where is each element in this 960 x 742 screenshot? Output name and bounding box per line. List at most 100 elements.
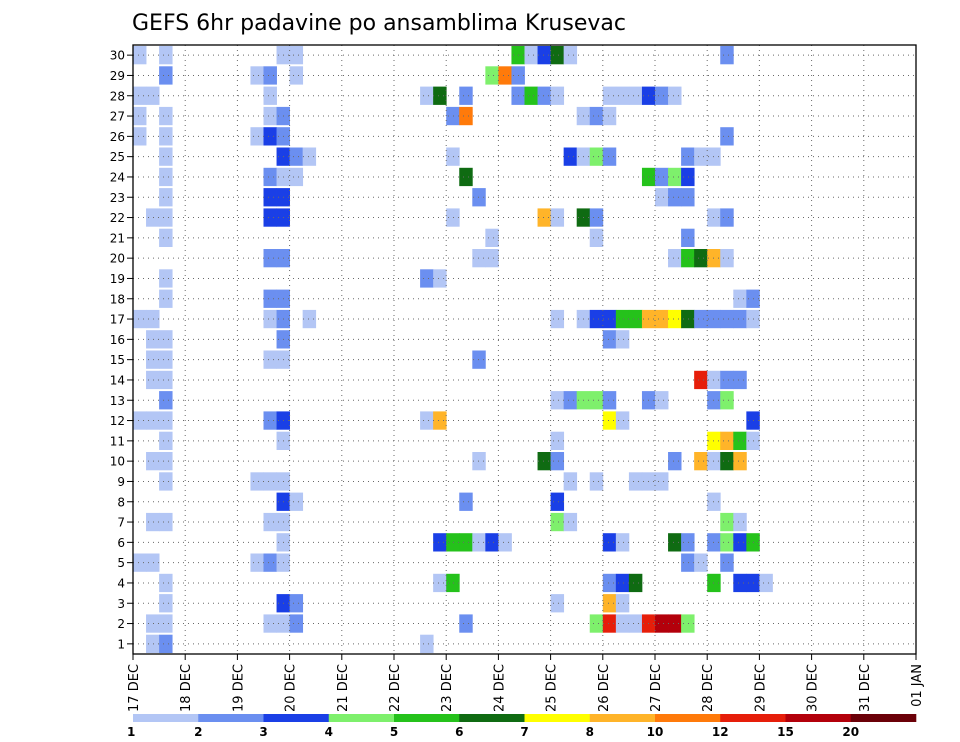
grid-lines — [133, 45, 916, 654]
y-tick-label-19: 19 — [110, 272, 125, 286]
cell-m28-t40 — [655, 86, 669, 105]
cell-m30-t2 — [159, 46, 173, 65]
cell-m3-t2 — [159, 594, 173, 613]
cell-m2-t35 — [589, 614, 604, 633]
cell-m10-t26 — [472, 452, 486, 471]
cell-m15-t2 — [159, 350, 173, 369]
cell-m2-t41 — [668, 614, 682, 633]
cell-m6-t25 — [459, 533, 473, 552]
cell-m20-t10 — [263, 249, 277, 268]
cell-m17-t10 — [263, 309, 277, 329]
cell-m28-t32 — [550, 86, 565, 105]
cell-m6-t41 — [668, 533, 682, 552]
cell-m30-t12 — [289, 46, 304, 65]
cell-m12-t10 — [263, 411, 277, 430]
cell-m12-t22 — [420, 411, 434, 430]
cell-m6-t28 — [498, 533, 512, 552]
cell-m6-t37 — [615, 533, 630, 552]
legend-label-5: 6 — [455, 725, 463, 739]
y-tick-label-8: 8 — [117, 495, 125, 509]
cell-m7-t2 — [159, 512, 173, 532]
cell-m27-t36 — [602, 106, 617, 126]
y-tick-label-10: 10 — [110, 455, 125, 469]
x-tick-label-11: 28 DEC — [701, 664, 716, 712]
cell-m9-t38 — [628, 472, 643, 491]
cell-m17-t41 — [668, 309, 682, 329]
cell-m15-t10 — [263, 350, 277, 369]
cell-m21-t42 — [681, 228, 695, 247]
cell-m2-t42 — [681, 614, 695, 633]
cell-m20-t27 — [485, 249, 499, 268]
cell-m29-t2 — [159, 66, 173, 85]
x-tick-label-14: 31 DEC — [858, 664, 873, 712]
legend-label-0: 1 — [127, 725, 135, 739]
cell-m5-t42 — [681, 553, 695, 572]
cell-m23-t41 — [668, 188, 682, 207]
cell-m17-t1 — [146, 309, 160, 329]
cell-m6-t45 — [720, 533, 734, 552]
legend-label-2: 3 — [259, 725, 267, 739]
cell-m23-t10 — [263, 188, 277, 207]
cell-m28-t30 — [524, 86, 538, 105]
cell-m20-t26 — [472, 249, 486, 268]
cell-m16-t37 — [615, 330, 630, 349]
cell-m13-t36 — [602, 391, 617, 410]
cell-m17-t43 — [694, 309, 708, 329]
cell-m27-t10 — [263, 106, 277, 126]
y-tick-label-26: 26 — [110, 130, 125, 144]
y-tick-label-15: 15 — [110, 353, 125, 367]
cell-m5-t9 — [250, 553, 264, 572]
cell-m13-t2 — [159, 391, 173, 410]
legend-swatch-8 — [655, 714, 721, 722]
cell-m5-t43 — [694, 553, 708, 572]
y-tick-label-13: 13 — [110, 394, 125, 408]
cell-m30-t33 — [563, 46, 578, 65]
cell-m4-t37 — [615, 573, 630, 593]
cell-m18-t2 — [159, 289, 173, 308]
cell-m5-t10 — [263, 553, 277, 572]
cell-m17-t45 — [720, 309, 734, 329]
cell-m25-t35 — [589, 147, 604, 166]
cell-m23-t42 — [681, 188, 695, 207]
cell-m27-t2 — [159, 106, 173, 126]
cell-m21-t35 — [589, 228, 604, 247]
cell-m17-t0 — [133, 309, 147, 329]
cell-m2-t38 — [628, 614, 643, 633]
x-tick-label-15: 01 JAN — [910, 664, 925, 707]
y-tick-label-9: 9 — [117, 475, 125, 489]
y-tick-label-17: 17 — [110, 313, 125, 327]
x-tick-label-0: 17 DEC — [127, 664, 142, 712]
cell-m20-t42 — [681, 249, 695, 268]
cell-m27-t25 — [459, 106, 473, 126]
cell-m3-t36 — [602, 594, 617, 613]
cell-m12-t2 — [159, 411, 173, 430]
legend-label-3: 4 — [325, 725, 333, 739]
cell-m6-t26 — [472, 533, 486, 552]
cell-m13-t35 — [589, 391, 604, 410]
cell-m29-t10 — [263, 66, 277, 85]
cell-m7-t33 — [563, 512, 578, 532]
cell-m12-t23 — [433, 411, 447, 430]
x-tick-label-6: 23 DEC — [440, 664, 455, 712]
cell-m6-t36 — [602, 533, 617, 552]
y-tick-label-11: 11 — [110, 434, 125, 448]
heatmap-cells — [133, 46, 773, 653]
cell-m1-t2 — [159, 634, 173, 653]
cell-m17-t37 — [615, 309, 630, 329]
x-tick-label-8: 25 DEC — [545, 664, 560, 712]
cell-m26-t2 — [159, 127, 173, 146]
cell-m10-t1 — [146, 452, 160, 471]
cell-m18-t10 — [263, 289, 277, 308]
cell-m4-t36 — [602, 573, 617, 593]
cell-m28-t10 — [263, 86, 277, 105]
cell-m28-t22 — [420, 86, 434, 105]
cell-m23-t26 — [472, 188, 486, 207]
y-tick-label-1: 1 — [117, 637, 125, 651]
cell-m13-t40 — [655, 391, 669, 410]
cell-m28-t36 — [602, 86, 617, 105]
cell-m29-t9 — [250, 66, 264, 85]
cell-m13-t33 — [563, 391, 578, 410]
legend-swatch-1 — [198, 714, 264, 722]
cell-m26-t9 — [250, 127, 264, 146]
legend-swatch-5 — [459, 714, 525, 722]
